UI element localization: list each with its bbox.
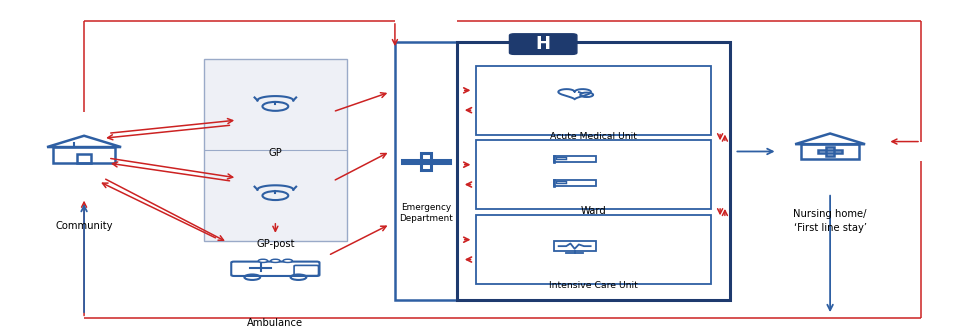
FancyBboxPatch shape xyxy=(509,34,577,54)
Circle shape xyxy=(283,259,292,262)
Bar xyxy=(553,156,595,162)
FancyBboxPatch shape xyxy=(456,42,728,300)
Text: Community: Community xyxy=(56,221,112,231)
Text: H: H xyxy=(535,35,550,53)
FancyBboxPatch shape xyxy=(476,66,710,135)
Bar xyxy=(553,242,595,251)
Bar xyxy=(402,160,450,163)
Bar xyxy=(420,153,431,170)
Text: GP-post: GP-post xyxy=(256,239,294,249)
Text: Emergency
Department: Emergency Department xyxy=(399,203,453,223)
Bar xyxy=(825,147,833,156)
Circle shape xyxy=(270,259,280,262)
FancyBboxPatch shape xyxy=(476,215,710,284)
Bar xyxy=(553,180,595,186)
FancyBboxPatch shape xyxy=(395,42,456,300)
Circle shape xyxy=(259,259,267,262)
Text: Ward: Ward xyxy=(579,206,605,216)
Text: Nursing home/
‘First line stay’: Nursing home/ ‘First line stay’ xyxy=(793,209,866,233)
FancyBboxPatch shape xyxy=(476,140,710,209)
FancyBboxPatch shape xyxy=(204,59,347,241)
Text: Intensive Care Unit: Intensive Care Unit xyxy=(549,281,637,290)
Text: GP: GP xyxy=(268,148,282,158)
Text: Acute Medical Unit: Acute Medical Unit xyxy=(550,132,636,141)
Text: Ambulance: Ambulance xyxy=(247,318,303,328)
Bar xyxy=(817,150,842,153)
Bar xyxy=(555,157,566,159)
Bar xyxy=(555,181,566,183)
